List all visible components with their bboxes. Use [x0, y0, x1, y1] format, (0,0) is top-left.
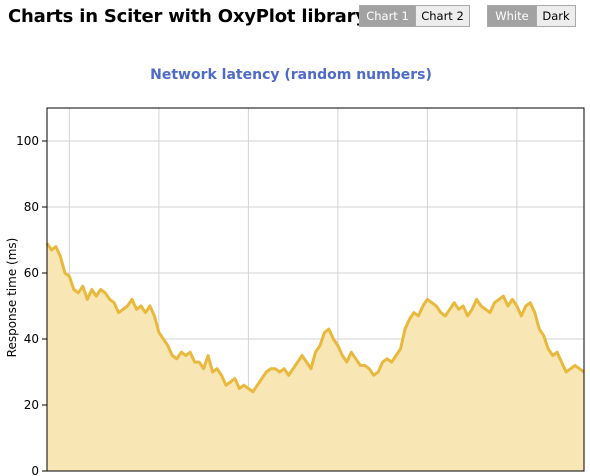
y-tick-label: 40: [24, 332, 39, 346]
tab-chart-1[interactable]: Chart 1: [360, 6, 415, 26]
y-tick-label: 100: [16, 134, 39, 148]
tab-chart-2[interactable]: Chart 2: [415, 6, 469, 26]
y-tick-label: 80: [24, 200, 39, 214]
series-line: [45, 242, 585, 394]
app-title: Charts in Sciter with OxyPlot library: [8, 6, 367, 27]
theme-dark-button[interactable]: Dark: [536, 6, 575, 26]
y-tick-label: 60: [24, 266, 39, 280]
series-area: [45, 242, 585, 471]
y-tick-label: 20: [24, 398, 39, 412]
theme-white-button[interactable]: White: [488, 6, 536, 26]
y-axis-label: Response time (ms): [5, 238, 19, 358]
chart-selector: Chart 1 Chart 2: [359, 5, 470, 27]
y-tick-label: 0: [31, 464, 39, 476]
chart-title: Network latency (random numbers): [150, 67, 432, 83]
y-axis: 0 20 40 60 80 100: [16, 107, 585, 476]
theme-selector: White Dark: [487, 5, 576, 27]
plot-frame: [46, 107, 585, 472]
